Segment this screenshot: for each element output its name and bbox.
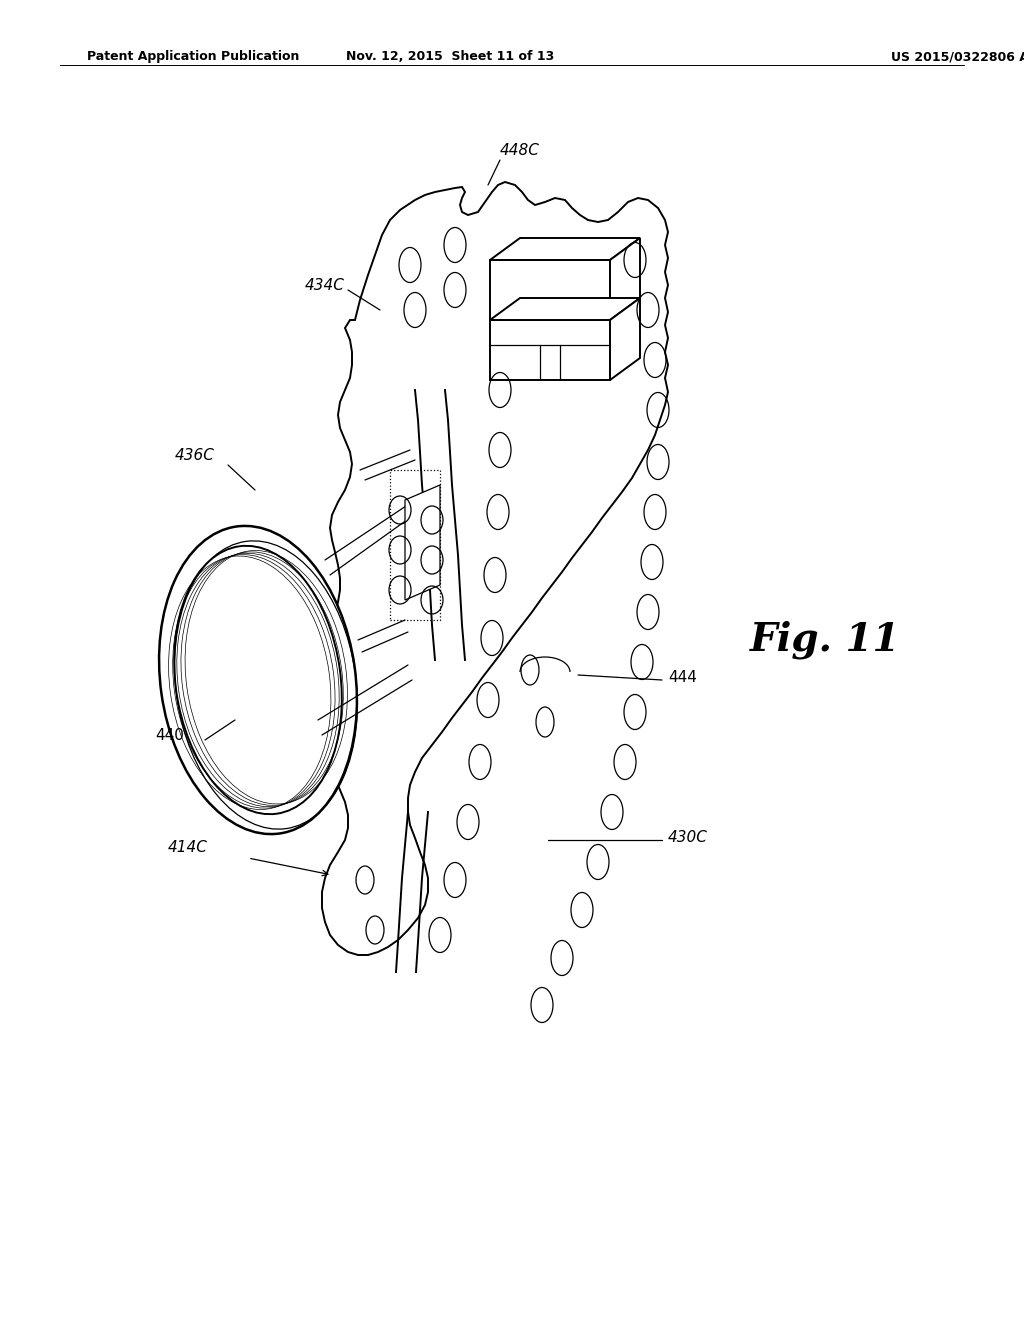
Text: Patent Application Publication: Patent Application Publication	[87, 50, 299, 63]
Polygon shape	[490, 319, 610, 380]
Text: 448C: 448C	[500, 143, 540, 158]
Text: 434C: 434C	[305, 279, 345, 293]
Polygon shape	[490, 298, 640, 319]
Text: 444: 444	[668, 671, 697, 685]
Text: US 2015/0322806 A1: US 2015/0322806 A1	[891, 50, 1024, 63]
Text: 414C: 414C	[168, 840, 208, 855]
Polygon shape	[322, 182, 668, 954]
Text: Fig. 11: Fig. 11	[750, 620, 900, 659]
Polygon shape	[490, 260, 610, 319]
Text: 440: 440	[155, 729, 184, 743]
Text: 436C: 436C	[175, 447, 215, 463]
Text: Nov. 12, 2015  Sheet 11 of 13: Nov. 12, 2015 Sheet 11 of 13	[346, 50, 555, 63]
Text: 430C: 430C	[668, 830, 708, 845]
Polygon shape	[610, 298, 640, 380]
Polygon shape	[406, 484, 440, 601]
Ellipse shape	[159, 525, 357, 834]
Polygon shape	[610, 238, 640, 319]
Polygon shape	[490, 238, 640, 260]
